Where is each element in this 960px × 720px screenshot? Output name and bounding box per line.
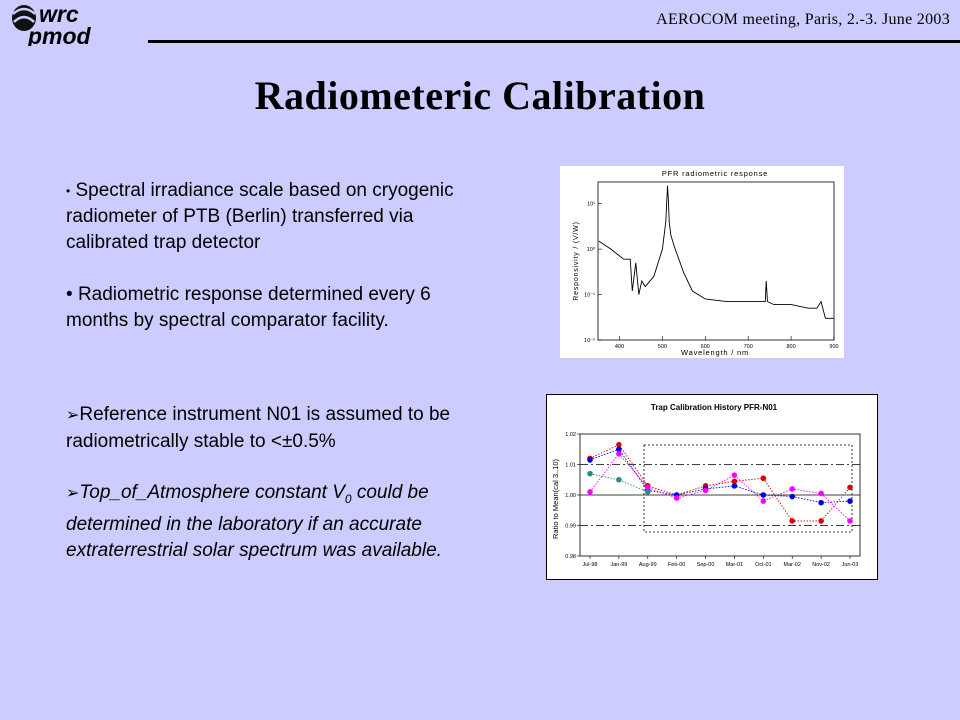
data-point <box>587 470 593 477</box>
selection-box <box>643 444 853 533</box>
data-point <box>789 493 796 500</box>
trap-calibration-chart: Trap Calibration History PFR-N01 0.98 0.9… <box>546 394 878 580</box>
y-tick-label: 1.02 <box>565 432 576 438</box>
bullet-reference: ➢Reference instrument N01 is assumed to … <box>66 402 466 455</box>
data-point <box>789 518 796 524</box>
meeting-caption: AEROCOM meeting, Paris, 2.-3. June 2003 <box>656 11 950 28</box>
plot-frame <box>597 181 835 341</box>
series-line <box>589 448 851 504</box>
data-point <box>818 490 824 497</box>
chart-title: PFR radiometric response <box>662 169 768 178</box>
arrow-bullet-icon: ➢ <box>66 407 80 424</box>
data-point <box>616 451 622 457</box>
data-point <box>847 498 853 504</box>
data-point <box>587 457 593 463</box>
x-tick-label: 800 <box>786 344 795 350</box>
x-tick-label: 900 <box>829 344 838 350</box>
data-point <box>702 487 709 494</box>
y-axis-label: Ratio to Mean(cal 3..10) <box>551 458 560 539</box>
series-line <box>589 453 851 522</box>
data-point <box>847 484 853 491</box>
x-tick-label: Jul-98 <box>583 562 598 568</box>
y-tick-label: 10⁻¹ <box>584 293 595 299</box>
data-point <box>644 484 651 491</box>
bullet-text-post: could be determined in the laboratory if… <box>66 482 442 561</box>
bullet-spectral-scale: • Spectral irradiance scale based on cry… <box>66 178 486 256</box>
x-tick-label: Jan-99 <box>610 562 627 568</box>
data-point <box>789 486 796 492</box>
series-line <box>589 444 851 522</box>
y-tick-label: 1.00 <box>565 493 576 499</box>
series-line <box>589 473 648 493</box>
data-point <box>616 441 622 448</box>
data-point <box>847 518 853 524</box>
radiometric-response-chart: PFR radiometric response 10¹10⁰10⁻¹10⁻² … <box>560 166 844 358</box>
bullet-text: Radiometric response determined every 6 … <box>66 284 431 331</box>
data-point <box>731 472 738 478</box>
data-point <box>731 483 738 489</box>
response-curve <box>598 185 834 319</box>
x-tick-label: 500 <box>658 344 667 350</box>
x-tick-label: Sep-00 <box>697 562 715 568</box>
y-tick-label: 0.99 <box>565 524 576 530</box>
logo-ellipse-icon <box>12 5 36 31</box>
bullet-text-pre: Top_of_Atmosphere constant V <box>79 482 345 503</box>
bullet-text: Reference instrument N01 is assumed to b… <box>66 404 451 452</box>
x-tick-label: Mar-01 <box>726 562 743 568</box>
x-tick-label: Feb-00 <box>668 562 685 568</box>
bullet-dot-icon: • <box>66 284 73 305</box>
data-point <box>760 492 767 498</box>
x-tick-label: Aug-99 <box>639 562 657 568</box>
data-point <box>587 489 593 495</box>
data-point <box>673 495 680 501</box>
x-tick-label: Oct-01 <box>755 562 772 568</box>
data-point <box>818 499 824 506</box>
x-tick-label: 700 <box>744 344 753 350</box>
y-tick-label: 1.01 <box>565 463 576 469</box>
bullet-text: Spectral irradiance scale based on cryog… <box>66 180 454 254</box>
logo-text-bottom: pmod <box>27 23 92 46</box>
x-tick-label: 400 <box>615 344 624 350</box>
x-tick-label: 600 <box>701 344 710 350</box>
data-point <box>616 476 622 483</box>
data-point <box>818 518 824 524</box>
y-axis-label: Responsivity / (V/W) <box>573 221 580 300</box>
x-tick-label: Jun-03 <box>842 562 859 568</box>
wrc-pmod-logo: wrc pmod <box>12 2 92 46</box>
data-point <box>616 446 622 453</box>
bullet-dot-icon: • <box>66 184 71 198</box>
data-point <box>760 498 767 504</box>
bullet-text-sub: 0 <box>344 491 352 506</box>
x-axis-label: Wavelength / nm <box>681 348 749 357</box>
chart-title: Trap Calibration History PFR-N01 <box>651 403 778 412</box>
logo-text-top: wrc <box>39 2 79 27</box>
data-point <box>760 475 767 482</box>
y-tick-label: 10⁻² <box>584 338 595 344</box>
x-tick-label: Mar-02 <box>784 562 801 568</box>
y-tick-label: 10⁰ <box>587 246 596 253</box>
header-rule <box>148 40 960 43</box>
arrow-bullet-icon: ➢ <box>66 485 80 502</box>
page-title: Radiometeric Calibration <box>254 73 706 118</box>
bullet-toa-constant: ➢Top_of_Atmosphere constant V0 could be … <box>66 480 466 564</box>
x-tick-label: Nov-02 <box>812 562 830 568</box>
y-tick-label: 0.98 <box>565 554 576 560</box>
bullet-response: • Radiometric response determined every … <box>66 282 486 334</box>
data-point <box>644 489 651 495</box>
y-tick-label: 10¹ <box>587 202 595 208</box>
data-point <box>731 478 738 485</box>
